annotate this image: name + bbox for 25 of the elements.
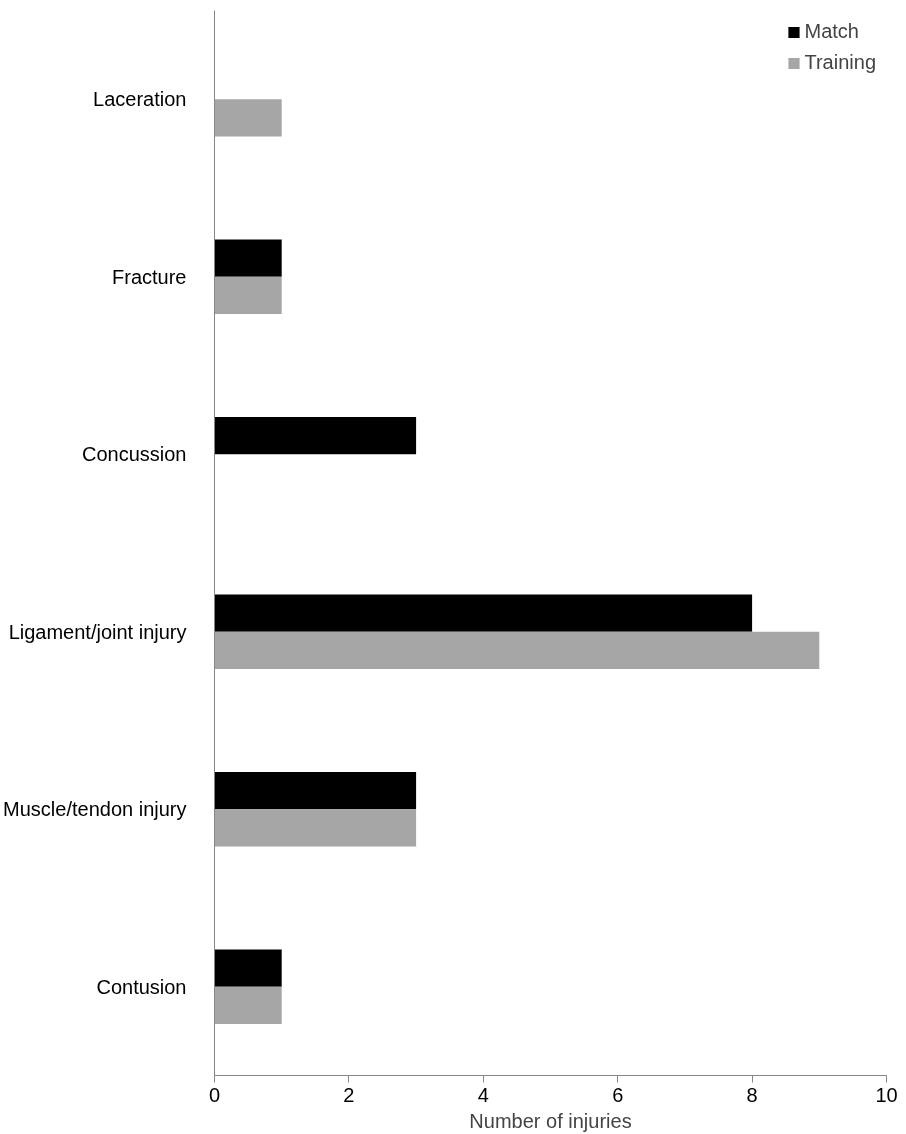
x-tick-label: 0 [208, 1083, 221, 1106]
x-tick-label: 8 [746, 1083, 758, 1106]
y-tick-label: Ligament/joint injury [8, 620, 187, 643]
bar [214, 986, 282, 1025]
x-tick-label: 4 [477, 1083, 489, 1106]
bar [214, 949, 282, 987]
bar [214, 594, 753, 632]
bar [214, 276, 282, 315]
bar [214, 416, 417, 455]
y-tick-label: Muscle/tendon injury [3, 798, 187, 821]
legend-label: Training [804, 51, 876, 74]
bar [214, 99, 282, 137]
bar [214, 809, 417, 847]
x-tick-label: 6 [612, 1083, 624, 1106]
bar [214, 631, 820, 670]
x-tick-label: 10 [875, 1083, 898, 1106]
x-tick-label: 2 [343, 1083, 355, 1106]
y-tick-label: Fracture [112, 265, 187, 288]
bar [214, 771, 417, 810]
x-axis-title: Number of injuries [469, 1109, 632, 1132]
y-tick-label: Concussion [82, 443, 187, 466]
bar [214, 239, 282, 277]
y-tick-label: Contusion [96, 975, 187, 998]
y-tick-label: Laceration [93, 88, 187, 111]
legend-label: Match [804, 20, 859, 43]
